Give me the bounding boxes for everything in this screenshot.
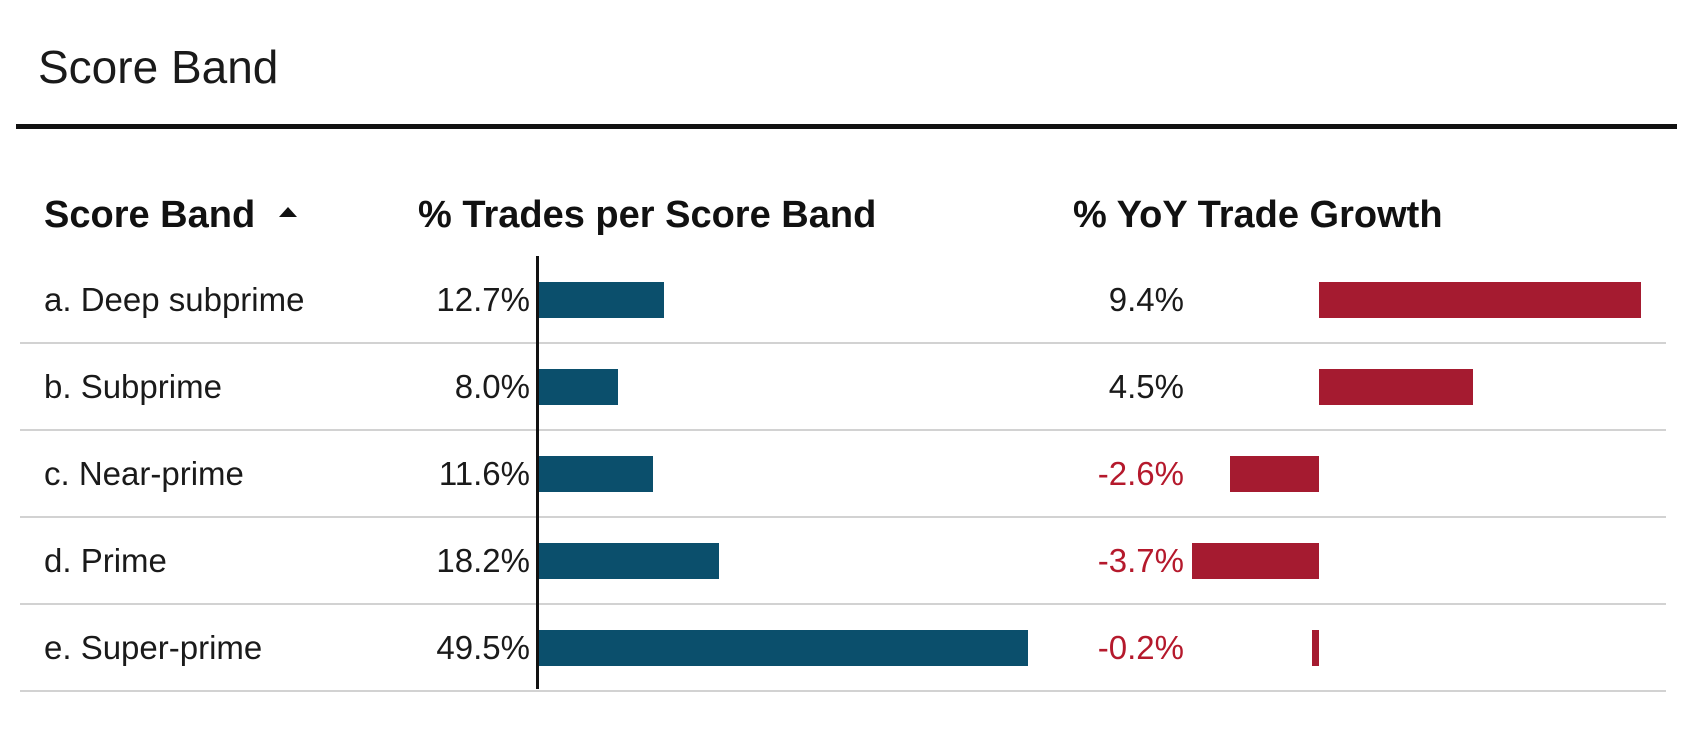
title-divider bbox=[16, 124, 1677, 129]
yoy-growth-bar bbox=[1229, 455, 1319, 492]
score-band-label: d. Prime bbox=[44, 541, 167, 579]
yoy-growth-bar bbox=[1319, 368, 1474, 405]
yoy-growth-bar bbox=[1192, 542, 1319, 579]
yoy-growth-value: 9.4% bbox=[1108, 280, 1184, 318]
page-title: Score Band bbox=[38, 41, 279, 93]
row-divider bbox=[20, 516, 1666, 518]
yoy-growth-value: -0.2% bbox=[1097, 628, 1184, 666]
trade-share-bar bbox=[539, 281, 665, 318]
score-band-label: b. Subprime bbox=[44, 367, 222, 405]
trade-share-value: 12.7% bbox=[436, 280, 530, 318]
column-header-yoy-growth: % YoY Trade Growth bbox=[1073, 194, 1443, 236]
trade-share-value: 49.5% bbox=[436, 628, 530, 666]
score-band-label: c. Near-prime bbox=[44, 454, 244, 492]
trade-share-bar bbox=[539, 542, 719, 579]
yoy-growth-value: -3.7% bbox=[1097, 541, 1184, 579]
column-header-trade-share: % Trades per Score Band bbox=[418, 194, 877, 236]
trade-share-value: 11.6% bbox=[438, 454, 530, 492]
sort-ascending-icon[interactable] bbox=[279, 206, 298, 217]
row-divider bbox=[20, 690, 1666, 692]
yoy-growth-bar bbox=[1319, 281, 1642, 318]
share-bar-axis bbox=[536, 256, 539, 689]
yoy-growth-value: 4.5% bbox=[1108, 367, 1184, 405]
score-band-label: a. Deep subprime bbox=[44, 280, 305, 318]
score-band-label: e. Super-prime bbox=[44, 628, 263, 666]
row-divider bbox=[20, 342, 1666, 344]
yoy-growth-value: -2.6% bbox=[1097, 454, 1184, 492]
trade-share-value: 18.2% bbox=[436, 541, 530, 579]
column-header-score-band-label: Score Band bbox=[44, 194, 256, 236]
row-divider bbox=[20, 429, 1666, 431]
row-divider bbox=[20, 603, 1666, 605]
column-header-score-band[interactable]: Score Band bbox=[44, 194, 298, 237]
trade-share-value: 8.0% bbox=[454, 367, 530, 405]
trade-share-bar bbox=[539, 629, 1028, 666]
yoy-growth-bar bbox=[1312, 629, 1319, 666]
trade-share-bar bbox=[539, 368, 618, 405]
trade-share-bar bbox=[539, 455, 654, 492]
